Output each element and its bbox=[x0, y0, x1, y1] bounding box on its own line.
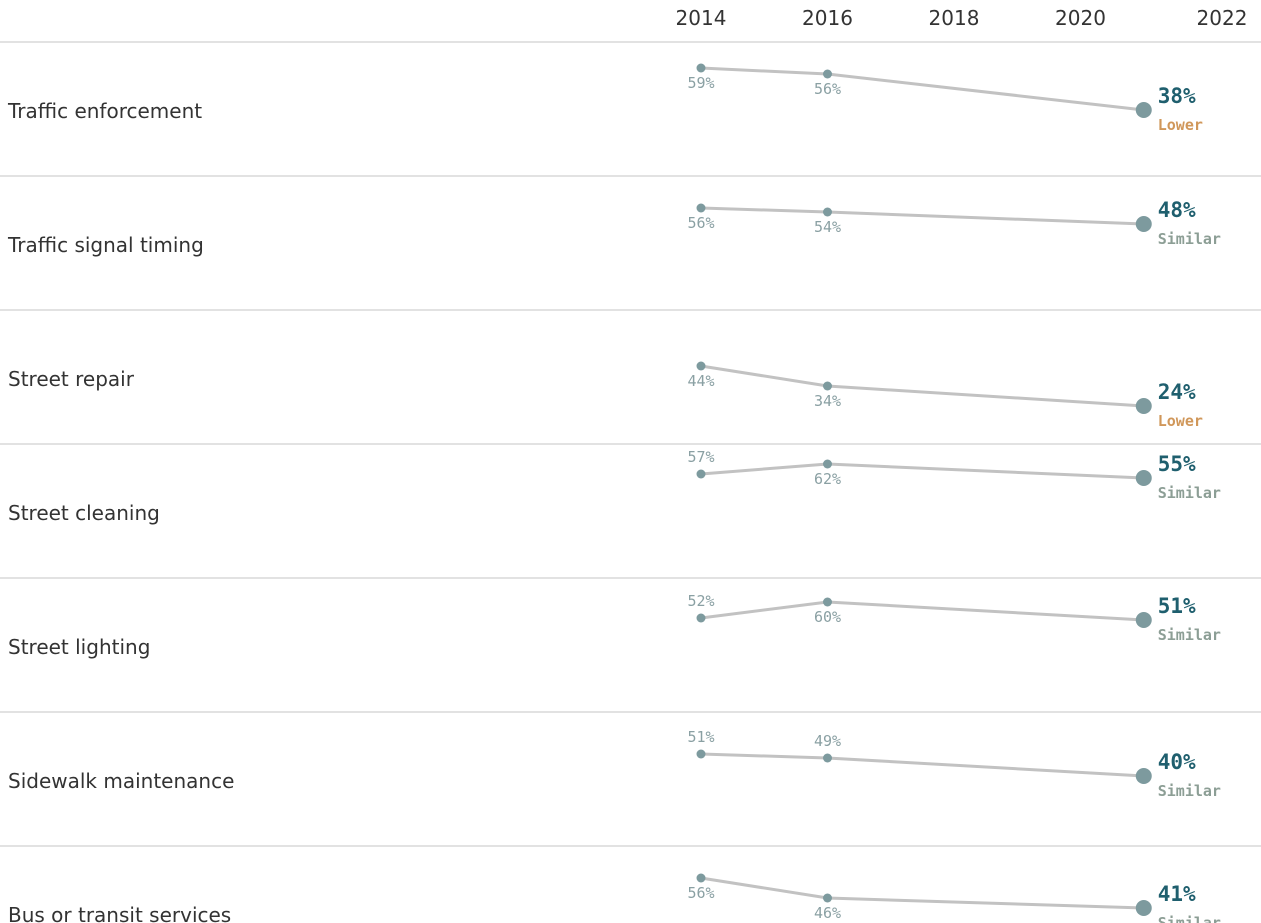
row-label: Traffic signal timing bbox=[7, 233, 204, 257]
point-value-label: 49% bbox=[814, 732, 841, 750]
series-line bbox=[700, 752, 1144, 778]
point-value-label: 57% bbox=[687, 448, 714, 466]
comparison-status-label: Lower bbox=[1158, 116, 1203, 134]
point-value-label: 34% bbox=[814, 392, 841, 410]
data-point bbox=[823, 381, 832, 391]
data-point bbox=[823, 893, 832, 903]
series-line bbox=[700, 876, 1144, 910]
row-label: Street lighting bbox=[8, 635, 150, 659]
point-value-label: 56% bbox=[687, 884, 714, 902]
data-point bbox=[696, 203, 706, 213]
point-value-label: 46% bbox=[814, 904, 841, 922]
year-tick-label: 2016 bbox=[802, 6, 853, 30]
data-point bbox=[823, 597, 832, 607]
final-data-point bbox=[1135, 216, 1152, 232]
data-point bbox=[823, 207, 832, 217]
chart-row: Traffic signal timing 56% 54% 48% Similar bbox=[0, 175, 1261, 257]
latest-value-label: 24% bbox=[1158, 380, 1196, 404]
series-line bbox=[700, 364, 1144, 408]
comparison-status-label: Similar bbox=[1158, 782, 1221, 800]
series-line bbox=[700, 66, 1144, 112]
final-data-point bbox=[1135, 470, 1152, 486]
point-value-label: 59% bbox=[687, 74, 714, 92]
latest-value-label: 40% bbox=[1158, 750, 1196, 774]
row-label: Street repair bbox=[8, 367, 135, 391]
chart-row: Street repair 44% 34% 24% Lower bbox=[0, 309, 1261, 430]
latest-value-label: 38% bbox=[1158, 84, 1196, 108]
final-data-point bbox=[1135, 768, 1152, 784]
chart-row: Street cleaning 57% 62% 55% Similar bbox=[0, 443, 1261, 525]
latest-value-label: 51% bbox=[1158, 594, 1196, 618]
year-tick-label: 2018 bbox=[929, 6, 980, 30]
year-tick-label: 2022 bbox=[1197, 6, 1248, 30]
comparison-status-label: Similar bbox=[1158, 626, 1221, 644]
data-point bbox=[696, 469, 706, 479]
final-data-point bbox=[1135, 398, 1152, 414]
chart-row: Traffic enforcement 59% 56% 38% Lower bbox=[0, 41, 1261, 134]
row-label: Street cleaning bbox=[8, 501, 160, 525]
year-tick-label: 2020 bbox=[1055, 6, 1106, 30]
row-label: Bus or transit services bbox=[8, 903, 231, 923]
series-line bbox=[700, 600, 1144, 622]
point-value-label: 44% bbox=[687, 372, 714, 390]
chart-row: Bus or transit services 56% 46% 41% Similar bbox=[0, 845, 1261, 923]
chart-row: Sidewalk maintenance 51% 49% 40% Similar bbox=[0, 711, 1261, 800]
latest-value-label: 48% bbox=[1158, 198, 1196, 222]
data-point bbox=[696, 613, 706, 623]
point-value-label: 60% bbox=[814, 608, 841, 626]
comparison-status-label: Similar bbox=[1158, 484, 1221, 502]
data-point bbox=[696, 749, 706, 759]
final-data-point bbox=[1135, 612, 1152, 628]
data-point bbox=[823, 69, 832, 79]
point-value-label: 54% bbox=[814, 218, 841, 236]
point-value-label: 56% bbox=[687, 214, 714, 232]
year-axis: 2014 2016 2018 2020 2022 bbox=[676, 6, 1248, 30]
comparison-status-label: Similar bbox=[1158, 914, 1221, 923]
series-line bbox=[700, 462, 1144, 480]
year-tick-label: 2014 bbox=[676, 6, 727, 30]
final-data-point bbox=[1135, 102, 1152, 118]
point-value-label: 56% bbox=[814, 80, 841, 98]
row-label: Traffic enforcement bbox=[7, 99, 202, 123]
chart-row: Street lighting 52% 60% 51% Similar bbox=[0, 577, 1261, 659]
latest-value-label: 41% bbox=[1158, 882, 1196, 906]
point-value-label: 62% bbox=[814, 470, 841, 488]
final-data-point bbox=[1135, 900, 1152, 916]
data-point bbox=[823, 459, 832, 469]
data-point bbox=[823, 753, 832, 763]
data-point bbox=[696, 361, 706, 371]
point-value-label: 52% bbox=[687, 592, 714, 610]
comparison-status-label: Similar bbox=[1158, 230, 1221, 248]
point-value-label: 51% bbox=[687, 728, 714, 746]
data-point bbox=[696, 873, 706, 883]
series-line bbox=[700, 206, 1144, 226]
comparison-status-label: Lower bbox=[1158, 412, 1203, 430]
data-point bbox=[696, 63, 706, 73]
row-label: Sidewalk maintenance bbox=[8, 769, 234, 793]
latest-value-label: 55% bbox=[1158, 452, 1196, 476]
